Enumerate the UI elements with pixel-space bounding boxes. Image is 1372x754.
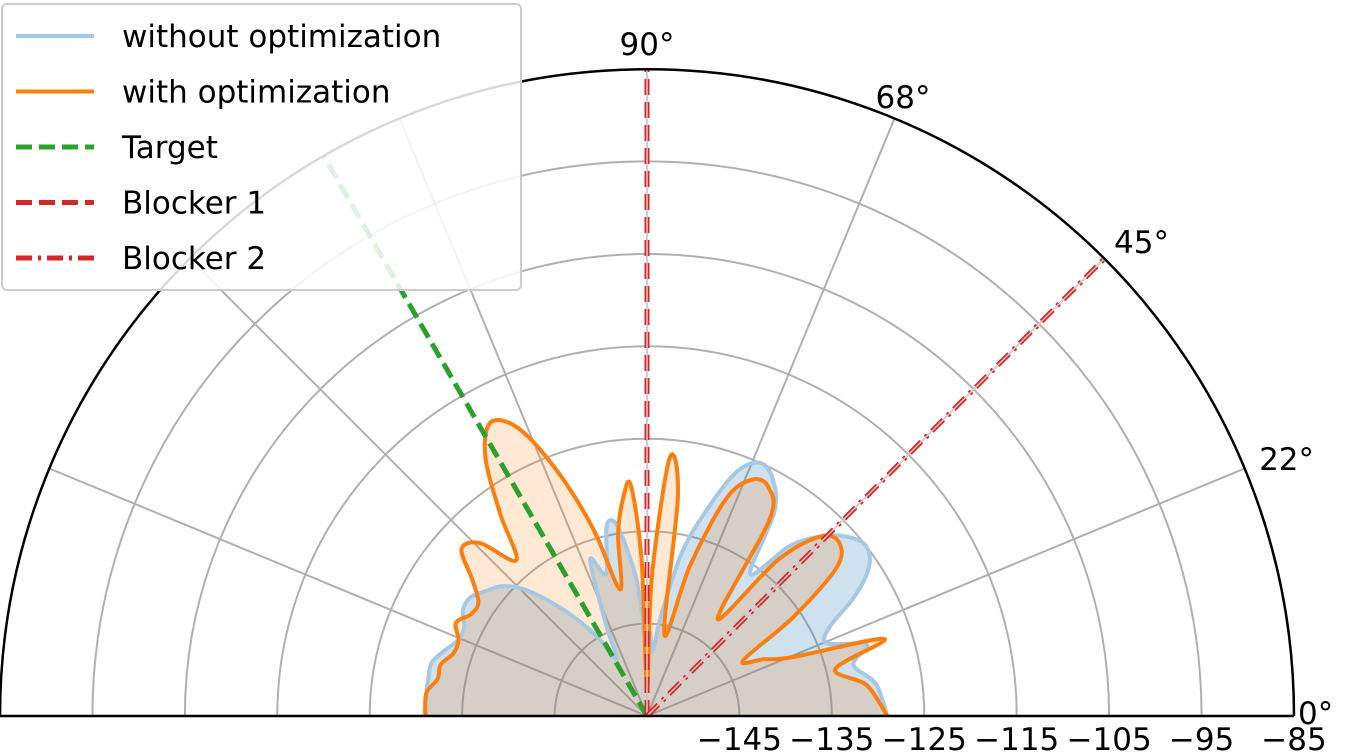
legend-label-5: Blocker 2 bbox=[122, 241, 266, 277]
theta-tick-label: 68° bbox=[876, 80, 931, 116]
angular-gridline bbox=[188, 257, 648, 717]
angular-gridline bbox=[646, 117, 896, 717]
r-tick-label: −145 bbox=[697, 722, 782, 754]
theta-tick-label: 45° bbox=[1114, 225, 1169, 261]
legend-label-1: without optimization bbox=[122, 19, 441, 55]
tick-labels: −145 −135 −125 −115 −105 −95 −850° 22° 45° 68° 90° bbox=[620, 27, 1334, 754]
legend-label-3: Target bbox=[121, 130, 218, 166]
legend-box bbox=[1, 3, 522, 291]
legend-label-4: Blocker 1 bbox=[122, 186, 266, 222]
theta-tick-label: 90° bbox=[620, 27, 675, 63]
legend: without optimization with optimization Tar… bbox=[1, 3, 522, 291]
theta-tick-label: 22° bbox=[1259, 442, 1314, 478]
outer-arc bbox=[0, 67, 1296, 717]
r-tick-label: −135 bbox=[789, 722, 874, 754]
r-tick-label: −85 bbox=[1261, 722, 1326, 754]
marker-highlight-3 bbox=[646, 257, 1106, 717]
r-tick-label: −115 bbox=[974, 722, 1059, 754]
theta-tick-label: 0° bbox=[1298, 696, 1333, 732]
r-tick-label: −125 bbox=[882, 722, 967, 754]
legend-label-2: with optimization bbox=[122, 75, 391, 111]
polar-frame bbox=[0, 67, 1296, 718]
series-fill-1 bbox=[425, 462, 888, 716]
series-fill-2 bbox=[425, 419, 888, 716]
angular-gridline bbox=[48, 467, 648, 717]
r-tick-label: −105 bbox=[1067, 722, 1152, 754]
angular-gridline bbox=[646, 467, 1246, 717]
series-fills bbox=[425, 419, 888, 716]
r-tick-label: −95 bbox=[1169, 722, 1234, 754]
